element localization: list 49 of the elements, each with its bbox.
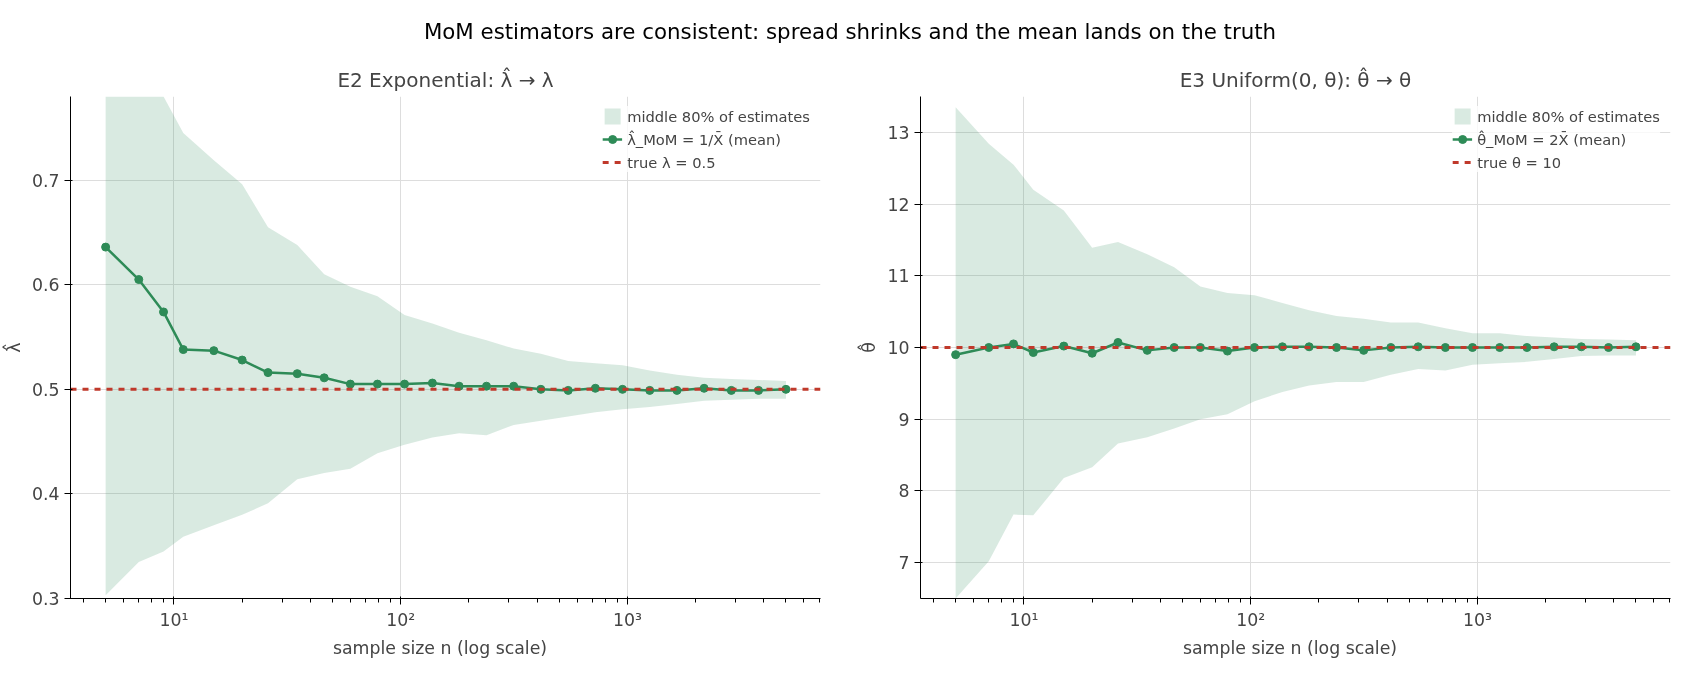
- x-tick-label: 10²: [386, 609, 416, 630]
- chart-title: MoM estimators are consistent: spread shrinks and the mean lands on the truth: [423, 18, 1277, 46]
- point: [237, 355, 247, 365]
- x-axis-title: sample size n (log scale): [1182, 637, 1398, 658]
- y-tick-label: 0.4: [31, 484, 60, 505]
- legend-label: θ̂_MoM = 2X̄ (mean): [1477, 130, 1627, 148]
- point: [951, 350, 961, 360]
- point: [292, 369, 302, 379]
- y-axis-title: θ̂: [857, 342, 880, 353]
- y-tick-label: 9: [898, 409, 910, 430]
- point: [319, 373, 329, 383]
- y-tick-label: 0.6: [31, 275, 60, 296]
- point: [1113, 337, 1123, 347]
- x-tick-label: 10³: [1462, 609, 1492, 630]
- point: [345, 379, 355, 389]
- point: [1359, 345, 1369, 355]
- point: [400, 379, 410, 389]
- point: [1087, 348, 1097, 358]
- x-tick-label: 10¹: [1009, 609, 1039, 630]
- y-tick-label: 7: [898, 553, 910, 574]
- x-tick-label: 10¹: [159, 609, 189, 630]
- point: [263, 368, 273, 378]
- point: [699, 383, 709, 393]
- legend-label: true λ = 0.5: [627, 153, 716, 171]
- chart-subtitle: E3 Uniform(0, θ): θ̂ → θ: [1179, 66, 1412, 92]
- legend-label: true θ = 10: [1477, 153, 1562, 171]
- x-tick-label: 10³: [612, 609, 642, 630]
- legend-label: middle 80% of estimates: [627, 107, 810, 125]
- point: [101, 242, 111, 252]
- point: [372, 379, 382, 389]
- point: [1142, 345, 1152, 355]
- chart-subtitle: E2 Exponential: λ̂ → λ: [337, 66, 554, 92]
- y-tick-label: 10: [887, 338, 910, 358]
- y-tick-label: 11: [887, 266, 910, 287]
- point: [509, 381, 519, 391]
- legend-label: λ̂_MoM = 1/X̄ (mean): [627, 130, 781, 148]
- point: [209, 346, 219, 356]
- point: [427, 378, 437, 388]
- y-tick-label: 8: [898, 481, 910, 502]
- y-tick-label: 12: [887, 194, 910, 215]
- y-tick-label: 0.5: [31, 379, 60, 400]
- legend-label: middle 80% of estimates: [1477, 107, 1660, 125]
- x-axis-title: sample size n (log scale): [332, 637, 548, 658]
- y-tick-label: 13: [887, 122, 910, 143]
- point: [481, 381, 491, 391]
- y-tick-label: 0.7: [31, 170, 60, 191]
- y-tick-label: 0.3: [31, 589, 60, 609]
- x-tick-label: 10²: [1236, 609, 1266, 630]
- y-axis-title: λ̂: [1, 342, 24, 353]
